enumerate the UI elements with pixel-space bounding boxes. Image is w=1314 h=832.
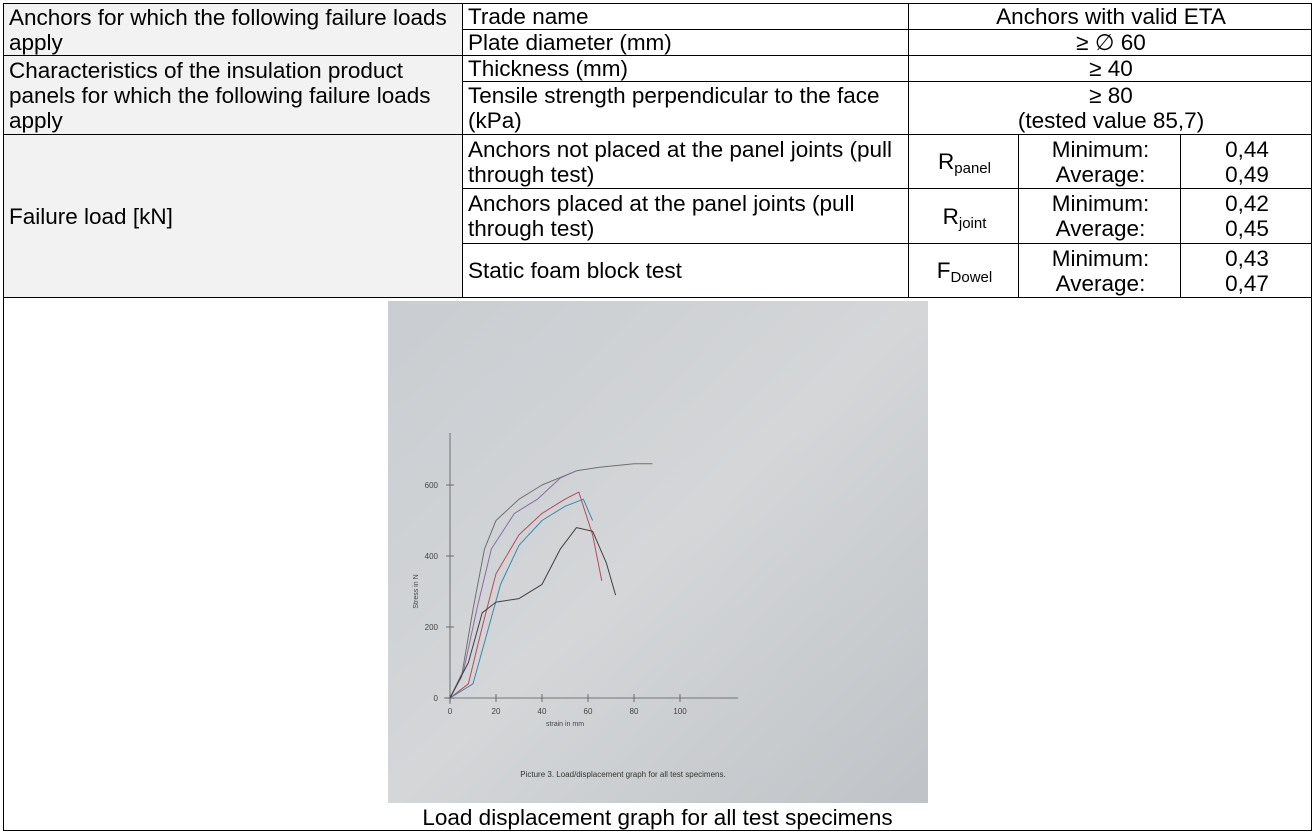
y-tick-label: 200 bbox=[424, 623, 438, 632]
stat-label: Minimum: bbox=[1024, 191, 1177, 216]
symbol-subscript: Dowel bbox=[951, 269, 993, 286]
stat-value: 0,42 bbox=[1186, 191, 1308, 216]
row-header: Characteristics of the insulation produc… bbox=[4, 56, 463, 135]
y-tick-label: 0 bbox=[433, 694, 438, 703]
value-text: (tested value 85,7) bbox=[914, 108, 1308, 133]
property-label: Thickness (mm) bbox=[463, 56, 909, 82]
test-name: Static foam block test bbox=[463, 244, 909, 298]
x-tick-label: 80 bbox=[629, 707, 638, 716]
test-name: Anchors placed at the panel joints (pull… bbox=[463, 189, 909, 244]
stat-value: 0,43 bbox=[1186, 246, 1308, 271]
figure-cell: 0 200 400 600 0 20 40 60 80 100 strain in mm Stress… bbox=[4, 298, 1312, 831]
stat-label: Minimum: bbox=[1024, 246, 1177, 271]
x-tick-label: 100 bbox=[673, 707, 687, 716]
stat-label: Average: bbox=[1024, 162, 1177, 187]
stat-value: 0,44 bbox=[1186, 137, 1308, 162]
symbol-subscript: panel bbox=[954, 160, 991, 177]
value-text: ≥ 80 bbox=[914, 83, 1308, 108]
property-label: Tensile strength perpendicular to the fa… bbox=[463, 82, 909, 135]
row-header: Failure load [kN] bbox=[4, 135, 463, 298]
stat-labels: Minimum:Average: bbox=[1019, 189, 1181, 244]
page: Anchors for which the following failure … bbox=[0, 0, 1314, 832]
figure-caption: Load displacement graph for all test spe… bbox=[4, 805, 1311, 830]
property-label: Plate diameter (mm) bbox=[463, 30, 909, 56]
x-axis-label: strain in mm bbox=[545, 721, 583, 728]
property-label: Trade name bbox=[463, 4, 909, 30]
stat-value: 0,49 bbox=[1186, 162, 1308, 187]
stat-labels: Minimum:Average: bbox=[1019, 244, 1181, 298]
row-header: Anchors for which the following failure … bbox=[4, 4, 463, 56]
stat-label: Average: bbox=[1024, 271, 1177, 296]
failure-load-table: Anchors for which the following failure … bbox=[3, 3, 1312, 831]
stat-labels: Minimum:Average: bbox=[1019, 135, 1181, 189]
property-value: ≥ 80(tested value 85,7) bbox=[909, 82, 1312, 135]
x-tick-label: 20 bbox=[491, 707, 500, 716]
y-axis-label: Stress in N bbox=[413, 574, 420, 608]
symbol: Rpanel bbox=[909, 135, 1019, 189]
property-value: ≥ 40 bbox=[909, 56, 1312, 82]
stat-label: Minimum: bbox=[1024, 137, 1177, 162]
symbol-subscript: joint bbox=[959, 215, 987, 232]
symbol-text: R bbox=[943, 204, 959, 229]
photo-background bbox=[388, 301, 928, 803]
x-tick-label: 40 bbox=[537, 707, 546, 716]
stat-value: 0,45 bbox=[1186, 216, 1308, 241]
x-tick-label: 0 bbox=[447, 707, 452, 716]
property-value: ≥ ∅ 60 bbox=[909, 30, 1312, 56]
test-name: Anchors not placed at the panel joints (… bbox=[463, 135, 909, 189]
symbol-text: F bbox=[937, 258, 951, 283]
stat-label: Average: bbox=[1024, 216, 1177, 241]
symbol-text: R bbox=[938, 149, 954, 174]
photo-caption: Picture 3. Load/displacement graph for a… bbox=[520, 770, 725, 779]
y-tick-label: 600 bbox=[424, 481, 438, 490]
symbol: FDowel bbox=[909, 244, 1019, 298]
figure-photo: 0 200 400 600 0 20 40 60 80 100 strain in mm Stress… bbox=[388, 301, 928, 803]
symbol: Rjoint bbox=[909, 189, 1019, 244]
x-tick-label: 60 bbox=[583, 707, 592, 716]
stat-value: 0,47 bbox=[1186, 271, 1308, 296]
y-tick-label: 400 bbox=[424, 552, 438, 561]
property-value: Anchors with valid ETA bbox=[909, 4, 1312, 30]
